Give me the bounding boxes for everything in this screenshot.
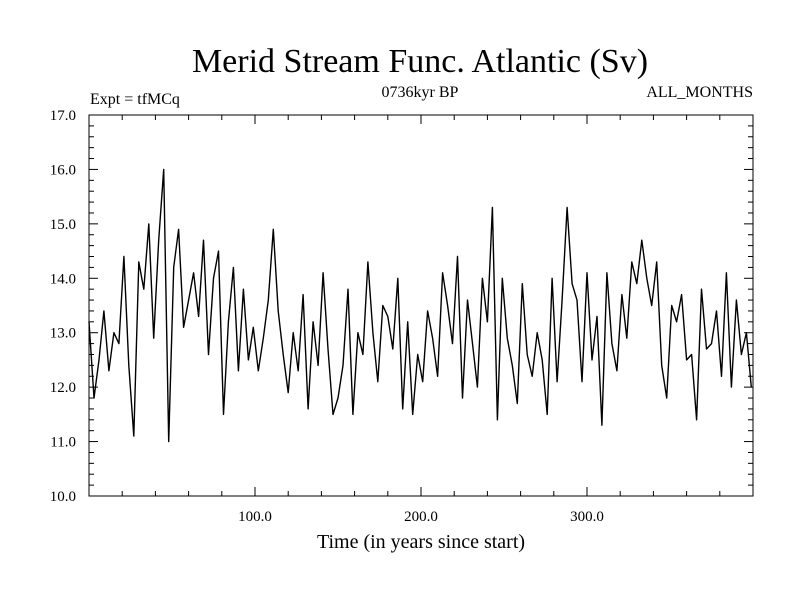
- x-tick-label: 300.0: [570, 509, 604, 525]
- y-tick-label: 16.0: [50, 162, 76, 178]
- series-layer: [88, 168, 752, 443]
- series-line: [88, 168, 752, 443]
- y-tick-label: 12.0: [50, 380, 76, 396]
- chart-title: Merid Stream Func. Atlantic (Sv): [192, 43, 648, 80]
- period-label: 0736kyr BP: [382, 84, 459, 101]
- y-tick-label: 15.0: [50, 217, 76, 233]
- y-tick-label: 10.0: [50, 489, 76, 505]
- plot-frame: [88, 114, 754, 497]
- y-tick-label: 14.0: [50, 271, 76, 287]
- x-tick-label: 100.0: [238, 509, 272, 525]
- months-label: ALL_MONTHS: [646, 84, 753, 101]
- x-axis-label: Time (in years since start): [317, 531, 525, 553]
- y-tick-label: 11.0: [50, 435, 76, 451]
- x-tick-label: 200.0: [404, 509, 438, 525]
- y-tick-label: 13.0: [50, 326, 76, 342]
- y-tick-label: 17.0: [50, 108, 76, 124]
- experiment-label: Expt = tfMCq: [90, 91, 180, 108]
